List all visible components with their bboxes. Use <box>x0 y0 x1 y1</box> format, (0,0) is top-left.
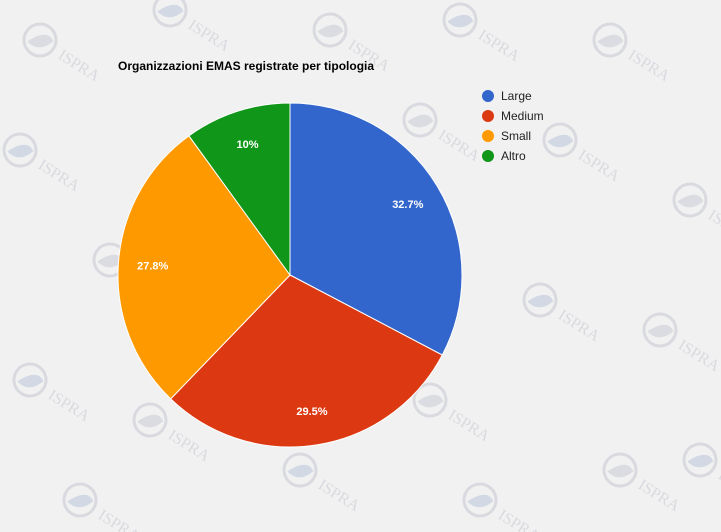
legend-item-altro[interactable]: Altro <box>482 149 526 163</box>
legend-item-medium[interactable]: Medium <box>482 109 544 123</box>
legend-item-large[interactable]: Large <box>482 89 532 103</box>
legend-label: Altro <box>501 149 526 163</box>
pie-slice-large[interactable] <box>289 102 463 356</box>
pie-slice-labels: 32.7% 29.5% 27.8% 10% <box>137 139 424 418</box>
legend-label: Medium <box>501 109 544 123</box>
pie-slice-small[interactable] <box>117 135 291 400</box>
chart-title: Organizzazioni EMAS registrate per tipol… <box>118 59 374 73</box>
legend-label: Small <box>501 129 531 143</box>
pie-slice-altro[interactable] <box>188 102 291 277</box>
pie-slices <box>117 102 463 448</box>
slice-label-medium: 29.5% <box>296 406 327 418</box>
slice-label-altro: 10% <box>236 139 258 151</box>
slice-label-small: 27.8% <box>137 261 168 273</box>
legend-swatch <box>482 150 494 162</box>
legend-swatch <box>482 110 494 122</box>
pie-slice-medium[interactable] <box>169 274 443 448</box>
legend-swatch <box>482 130 494 142</box>
chart-legend: Large Medium Small Altro <box>482 89 544 163</box>
legend-item-small[interactable]: Small <box>482 129 531 143</box>
slice-label-large: 32.7% <box>392 199 423 211</box>
legend-swatch <box>482 90 494 102</box>
legend-label: Large <box>501 89 532 103</box>
